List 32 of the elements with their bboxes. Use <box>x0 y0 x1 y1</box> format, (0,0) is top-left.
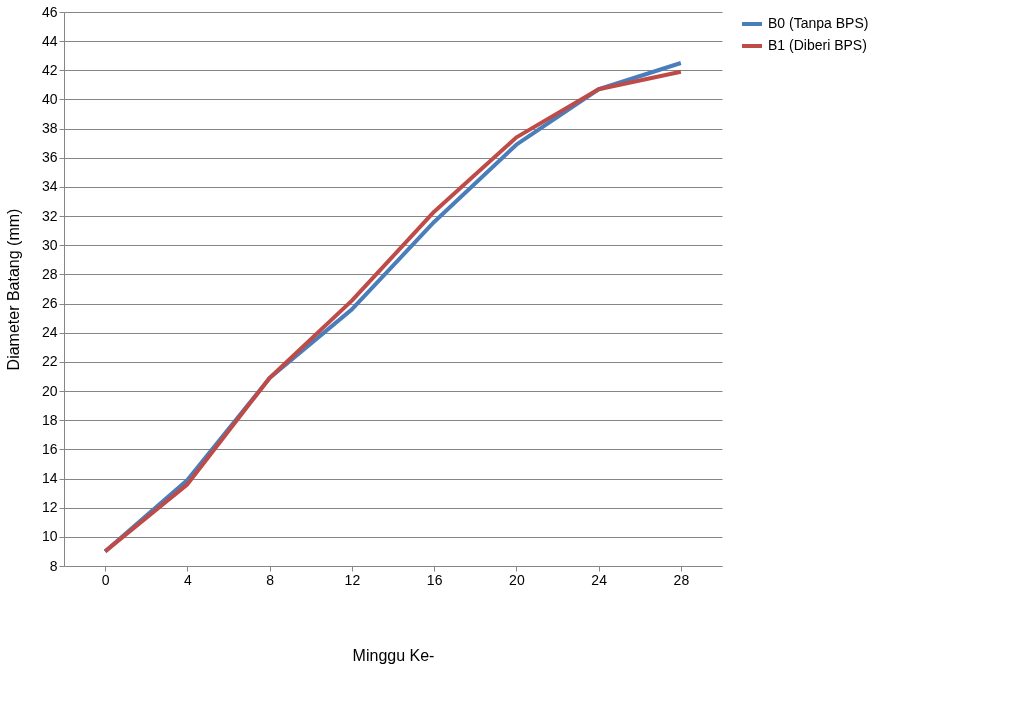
y-tick-label: 36 <box>41 149 58 166</box>
y-tick-label: 22 <box>41 353 58 370</box>
x-tick-label: 8 <box>266 571 275 588</box>
y-tick-label: 24 <box>41 324 58 341</box>
x-tick-label: 12 <box>344 571 361 588</box>
legend-label: B1 (Diberi BPS) <box>768 37 867 53</box>
x-tick-label: 16 <box>426 571 443 588</box>
x-tick-label: 20 <box>509 571 525 588</box>
y-tick-label: 46 <box>41 3 58 20</box>
legend-label: B0 (Tanpa BPS) <box>768 15 869 31</box>
y-tick-label: 40 <box>41 90 58 107</box>
y-tick-label: 32 <box>41 207 58 224</box>
y-tick-label: 20 <box>41 382 58 399</box>
y-tick-label: 42 <box>41 61 58 78</box>
x-tick-label: 24 <box>591 571 608 588</box>
y-tick-label: 26 <box>41 295 58 312</box>
y-tick-label: 34 <box>41 178 58 195</box>
y-tick-label: 12 <box>41 499 58 516</box>
y-axis-title: Diameter Batang (mm) <box>4 208 22 371</box>
y-tick-label: 44 <box>41 32 58 49</box>
y-tick-label: 14 <box>41 470 58 487</box>
x-axis-title: Minggu Ke- <box>352 646 435 664</box>
y-tick-label: 8 <box>49 557 58 574</box>
y-tick-label: 28 <box>41 265 58 282</box>
y-tick-label: 18 <box>41 411 58 428</box>
x-tick-label: 0 <box>101 571 110 588</box>
y-tick-label: 16 <box>41 440 58 457</box>
x-tick-label: 28 <box>673 571 690 588</box>
y-tick-label: 30 <box>41 236 58 253</box>
y-tick-label: 10 <box>41 528 58 545</box>
y-tick-label: 38 <box>41 120 58 137</box>
x-tick-label: 4 <box>183 571 192 588</box>
